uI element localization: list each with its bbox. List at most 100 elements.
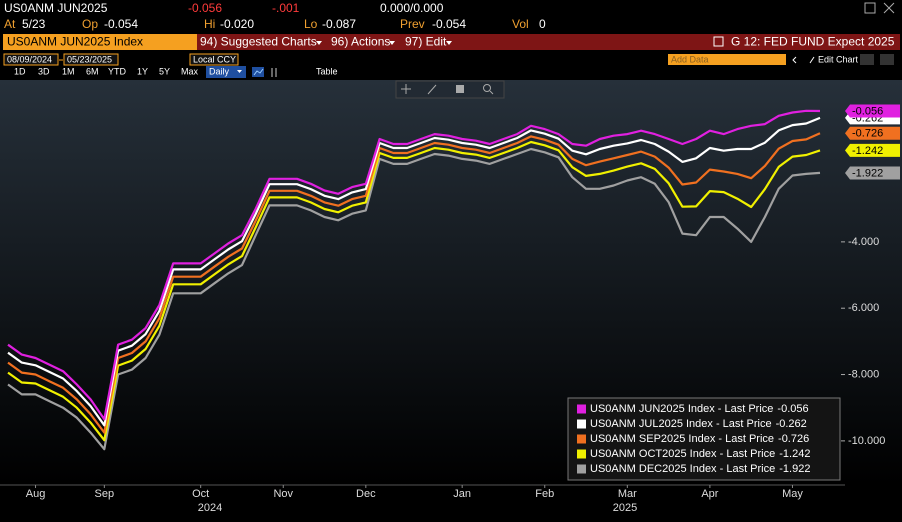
security-box[interactable] <box>3 34 197 50</box>
last-price-tag <box>845 126 900 140</box>
menu-arrow <box>316 41 322 45</box>
x-tick-label: Oct <box>192 488 209 500</box>
period[interactable]: 1D <box>14 66 26 76</box>
legend-label: US0ANM JUN2025 Index - Last Price <box>590 403 773 415</box>
ticker: US0ANM JUN2025 <box>4 1 108 15</box>
period[interactable]: Max <box>181 66 199 76</box>
currency-box[interactable] <box>189 53 239 66</box>
expand-icon[interactable] <box>864 2 876 14</box>
y-tick-label: -6.000 <box>848 302 879 314</box>
legend-swatch <box>577 404 586 414</box>
legend-label: US0ANM OCT2025 Index - Last Price <box>590 448 775 460</box>
currency[interactable]: Local CCY <box>193 54 236 64</box>
vol-label: Vol <box>512 17 529 31</box>
add-data[interactable]: Add Data <box>671 54 709 64</box>
period[interactable]: 6M <box>86 66 99 76</box>
menu-bar <box>197 34 900 50</box>
last-price-label: -0.056 <box>852 105 883 117</box>
high-label: Hi <box>204 17 215 31</box>
close-icon[interactable] <box>883 2 895 14</box>
legend-label: US0ANM SEP2025 Index - Last Price <box>590 433 774 445</box>
frequency-box[interactable] <box>206 66 246 78</box>
series-line <box>7 116 821 427</box>
legend-value: -0.726 <box>778 433 809 445</box>
y-tick-label: -10.000 <box>848 435 885 447</box>
zoom-tool-handle <box>489 90 494 95</box>
prev-label: Prev <box>400 17 425 31</box>
menu-item[interactable]: 94) Suggested Charts <box>200 35 317 49</box>
period[interactable]: 1Y <box>137 66 148 76</box>
end-date-box[interactable] <box>63 53 119 66</box>
open-value: -0.054 <box>104 17 138 31</box>
legend-swatch <box>577 449 586 459</box>
edit-chart[interactable]: Edit Chart <box>818 54 859 64</box>
period[interactable]: YTD <box>108 66 127 76</box>
annotation-tool[interactable] <box>456 85 464 93</box>
net-change: -.001 <box>272 1 300 15</box>
x-tick-label: Sep <box>95 488 115 500</box>
year-label: 2025 <box>613 502 637 514</box>
period[interactable]: 1M <box>62 66 75 76</box>
period[interactable]: 3D <box>38 66 50 76</box>
high-value: -0.020 <box>220 17 254 31</box>
security[interactable]: US0ANM JUN2025 Index <box>7 35 143 49</box>
legend-label: US0ANM DEC2025 Index - Last Price <box>590 463 775 475</box>
series-line <box>7 132 821 434</box>
end-date[interactable]: 05/23/2025 <box>67 54 112 64</box>
period[interactable]: 5Y <box>159 66 170 76</box>
x-tick-label: Aug <box>26 488 46 500</box>
at-value: 5/23 <box>22 17 46 31</box>
crosshair-tool[interactable] <box>401 84 411 94</box>
x-tick-label: May <box>782 488 803 500</box>
series-line <box>7 109 821 421</box>
legend-value: -1.922 <box>779 463 810 475</box>
launch-icon[interactable] <box>713 36 724 47</box>
series-line <box>7 147 821 451</box>
series-line <box>7 140 821 442</box>
edit-icon[interactable] <box>809 56 815 64</box>
last-price-label: -1.242 <box>852 145 883 157</box>
menu-arrow <box>389 41 395 45</box>
prev-value: -0.054 <box>432 17 466 31</box>
at-label: At <box>4 17 16 31</box>
menu-item[interactable]: 96) Actions <box>331 35 390 49</box>
y-tick-label: -4.000 <box>848 236 879 248</box>
legend-label: US0ANM JUL2025 Index - Last Price <box>590 418 772 430</box>
bid-ask: 0.000/0.000 <box>380 1 444 15</box>
x-tick-label: Feb <box>535 488 554 500</box>
chart-tools <box>395 80 505 99</box>
x-tick-label: Nov <box>273 488 293 500</box>
settings-button[interactable] <box>880 54 894 65</box>
undo-button[interactable] <box>860 54 874 65</box>
y-tick-label: -8.000 <box>848 368 879 380</box>
chart-id: G 12: FED FUND Expect 2025 <box>731 35 895 49</box>
x-tick-label: Jan <box>453 488 471 500</box>
back-icon[interactable] <box>792 56 797 64</box>
last-price-label: -1.922 <box>852 167 883 179</box>
zoom-tool[interactable] <box>483 84 491 92</box>
start-date-box[interactable] <box>3 53 59 66</box>
tool-strip <box>395 80 505 99</box>
studies-icon[interactable] <box>271 68 277 77</box>
start-date[interactable]: 08/09/2024 <box>7 54 52 64</box>
vol-value: 0 <box>539 17 546 31</box>
chart-type-glyph <box>253 68 264 76</box>
dropdown-arrow <box>237 70 242 73</box>
x-tick-label: Dec <box>356 488 376 500</box>
draw-tool[interactable] <box>427 84 437 95</box>
legend-swatch <box>577 419 586 429</box>
last-price-tag <box>845 166 900 180</box>
year-label: 2024 <box>198 502 222 514</box>
menu-item[interactable]: 97) Edit <box>405 35 447 49</box>
legend-value: -0.056 <box>777 403 808 415</box>
last-price-label: -0.726 <box>852 128 883 140</box>
frequency[interactable]: Daily <box>209 66 230 76</box>
low-label: Lo <box>304 17 318 31</box>
add-data-box[interactable] <box>668 54 786 65</box>
last-price: -0.056 <box>188 1 222 15</box>
low-value: -0.087 <box>322 17 356 31</box>
window-icons[interactable] <box>864 2 895 14</box>
legend-value: -0.262 <box>776 418 807 430</box>
table-button[interactable]: Table <box>316 66 338 76</box>
